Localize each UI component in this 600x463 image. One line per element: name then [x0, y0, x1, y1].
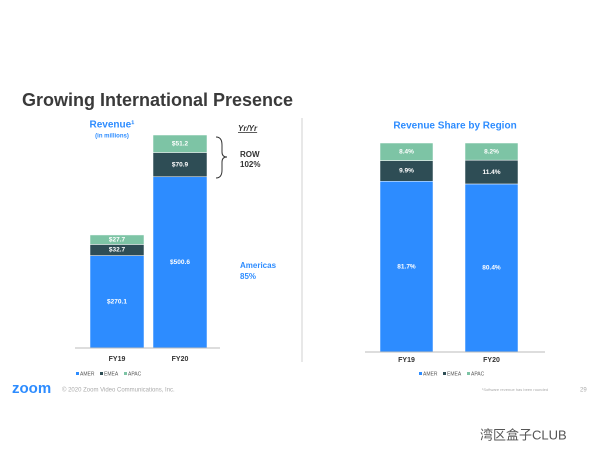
legend-swatch [100, 372, 103, 375]
copyright: © 2020 Zoom Video Communications, Inc. [62, 387, 175, 394]
chart-title: Revenue Share by Region [393, 121, 516, 132]
brace [215, 136, 228, 179]
slide-title: Growing International Presence [22, 90, 293, 110]
bar-segment [152, 152, 208, 178]
x-tick-label: FY19 [109, 356, 126, 363]
data-label: $270.1 [107, 299, 127, 306]
legend-label: APAC [128, 371, 142, 377]
legend-label: AMER [80, 371, 95, 377]
data-label: $32.7 [109, 247, 126, 254]
watermark: 湾区盒子CLUB [480, 427, 567, 442]
legend-swatch [419, 372, 422, 375]
data-label: 11.4% [482, 169, 500, 176]
data-label: 80.4% [482, 265, 501, 272]
chart-title: Revenue¹ [89, 120, 135, 131]
footnote: ¹Software revenue has been rounded [482, 387, 548, 392]
bar-segment [379, 142, 434, 161]
bar-segment [152, 134, 208, 153]
legend-label: AMER [423, 371, 438, 377]
data-label: $27.7 [109, 236, 126, 243]
data-label: 8.4% [399, 148, 414, 155]
annotation: 102% [240, 160, 260, 169]
legend-label: EMEA [104, 371, 119, 377]
legend-swatch [443, 372, 446, 375]
x-tick-label: FY20 [172, 356, 189, 363]
x-tick-label: FY19 [398, 357, 415, 364]
bar-segment [464, 183, 519, 353]
bar-segment [379, 180, 434, 353]
legend-swatch [124, 372, 127, 375]
data-label: 8.2% [484, 148, 499, 155]
annotation: ROW [240, 150, 260, 159]
legend-label: EMEA [447, 371, 462, 377]
bar-segment [464, 142, 519, 161]
legend-swatch [76, 372, 79, 375]
bar-segment [89, 234, 145, 245]
data-label: $51.2 [172, 140, 189, 147]
data-label: 9.9% [399, 168, 414, 175]
annotation: Americas [240, 261, 277, 270]
page-number: 29 [580, 388, 587, 394]
legend-label: APAC [471, 371, 485, 377]
data-label: $500.6 [170, 259, 190, 266]
data-label: 81.7% [397, 263, 416, 270]
legend-swatch [467, 372, 470, 375]
logo: zoom [12, 380, 51, 397]
x-tick-label: FY20 [483, 357, 500, 364]
chart-subtitle: (in millions) [95, 134, 129, 140]
annotation: Yr/Yr [238, 124, 258, 133]
annotation: 85% [240, 272, 256, 281]
data-label: $70.9 [172, 161, 189, 168]
